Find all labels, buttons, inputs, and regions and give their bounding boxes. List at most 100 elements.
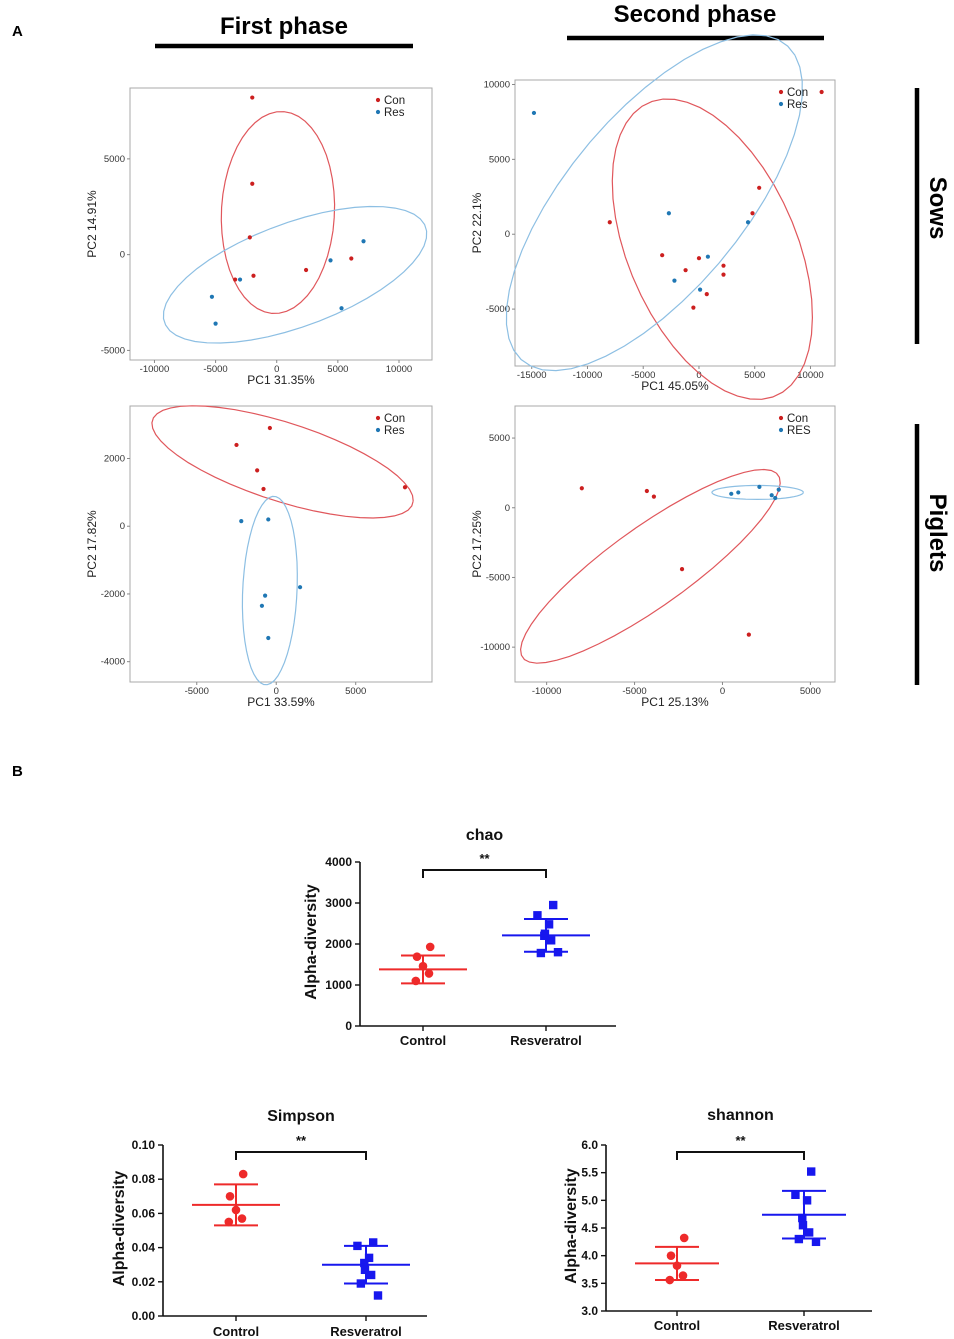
data-point-control <box>425 942 435 952</box>
x-axis-label: PC1 31.35% <box>247 373 315 387</box>
data-point-con <box>267 425 272 431</box>
x-tick-label: 5000 <box>800 686 821 697</box>
data-point-con <box>303 267 309 273</box>
y-tick-label: 6.0 <box>581 1138 598 1152</box>
significance-label: ** <box>479 851 490 866</box>
confidence-ellipse-con <box>151 405 414 519</box>
data-point-res <box>259 603 265 608</box>
confidence-ellipse-con <box>611 98 814 400</box>
data-point-con <box>251 273 256 278</box>
data-point-control <box>225 1192 235 1201</box>
legend-marker-con <box>778 415 784 421</box>
data-point-con <box>704 292 709 297</box>
data-point-con <box>233 277 238 282</box>
data-point-con <box>579 486 584 491</box>
data-point-control <box>238 1169 248 1179</box>
chao-plot: chao 0 1000 2000 3000 4000 Control Resveratrol A… <box>303 827 616 1048</box>
data-point-res <box>666 211 671 216</box>
y-axis-label: PC2 17.82% <box>85 510 99 578</box>
x-axis-label: PC1 33.59% <box>247 695 315 709</box>
column-header-first-phase: First phase <box>220 13 348 40</box>
y-tick-label: 5000 <box>489 154 510 165</box>
pca-piglets-second-plot: -10000 -5000 0 5000 -10000 -5000 0 5000 PC1 25.1… <box>470 405 836 709</box>
y-tick-label: 4000 <box>325 855 352 869</box>
data-point-res <box>237 277 243 282</box>
y-tick-label: 2000 <box>325 937 352 951</box>
data-point-res <box>239 519 244 524</box>
y-tick-label: 0.02 <box>132 1275 156 1289</box>
data-point-res <box>531 110 537 116</box>
data-point-con <box>691 305 696 310</box>
data-point-con <box>261 486 266 492</box>
data-point-res <box>263 593 268 598</box>
data-point-con <box>746 632 751 637</box>
legend-label-res: Res <box>787 99 808 111</box>
data-point-resveratrol <box>798 1221 808 1230</box>
data-point-res <box>705 254 710 259</box>
y-tick-label: 0.08 <box>132 1172 156 1186</box>
data-point-con <box>349 256 354 261</box>
y-tick-label: 4.0 <box>581 1249 598 1263</box>
x-tick-label: 0 <box>274 686 279 697</box>
pca-sows-first-plot: -10000 -5000 0 5000 10000 -5000 0 5000 PC1 31.35… <box>85 87 433 387</box>
data-point-res <box>266 635 271 641</box>
data-point-con <box>721 263 726 268</box>
data-point-resveratrol <box>791 1190 800 1199</box>
legend-label-con: Con <box>787 87 808 99</box>
legend-label-con: Con <box>384 413 405 425</box>
data-point-con <box>250 181 255 186</box>
data-point-resveratrol <box>536 948 546 958</box>
y-tick-label: 0 <box>345 1019 352 1033</box>
y-tick-label: -4000 <box>101 657 125 668</box>
y-axis-label: Alpha-diversity <box>111 1171 128 1287</box>
data-point-res <box>328 258 333 263</box>
y-tick-label: 2000 <box>104 453 125 464</box>
x-tick-label: 10000 <box>797 370 823 381</box>
data-point-con <box>683 268 688 273</box>
legend-marker-con <box>778 89 784 95</box>
x-axis-label: PC1 25.13% <box>641 695 709 709</box>
x-tick-label: -10000 <box>140 364 170 375</box>
y-axis-label: Alpha-diversity <box>563 1168 580 1284</box>
data-point-con <box>255 468 260 473</box>
x-tick-label: -5000 <box>203 364 227 375</box>
data-point-res <box>757 484 762 489</box>
panel-a-label: A <box>12 23 23 40</box>
plot-title: shannon <box>707 1107 774 1124</box>
plot-title: Simpson <box>267 1108 335 1125</box>
data-point-con <box>247 235 252 240</box>
legend-label-res: RES <box>787 425 811 437</box>
data-point-resveratrol <box>798 1213 807 1223</box>
confidence-ellipse-con <box>519 468 781 664</box>
x-tick-label: 10000 <box>386 364 412 375</box>
pca-plots: -10000 -5000 0 5000 10000 -5000 0 5000 PC1 31.35… <box>85 34 836 709</box>
y-axis-label: PC2 17.25% <box>470 510 484 578</box>
data-point-control <box>412 952 422 962</box>
y-tick-label: 0.04 <box>132 1241 156 1255</box>
data-point-res <box>339 306 344 311</box>
y-tick-label: -10000 <box>480 642 510 653</box>
data-point-control <box>678 1271 688 1280</box>
y-tick-label: -2000 <box>101 589 125 600</box>
data-point-control <box>224 1217 234 1227</box>
pca-sows-second-plot: -15000 -10000 -5000 0 5000 10000 -5000 0 5000 100… <box>470 34 836 400</box>
x-tick-label: 5000 <box>345 686 366 697</box>
y-tick-label: 0.00 <box>132 1309 156 1323</box>
data-point-control <box>666 1251 676 1260</box>
legend-label-res: Res <box>384 425 405 437</box>
x-tick-label: -5000 <box>622 686 646 697</box>
y-tick-label: 5000 <box>489 433 510 444</box>
shannon-plot: shannon 3.0 3.5 4.0 4.5 5.0 5.5 6.0 Control Resve… <box>563 1107 872 1333</box>
category-label-resveratrol: Resveratrol <box>330 1324 402 1339</box>
data-point-con <box>660 253 665 258</box>
category-label-control: Control <box>400 1033 446 1048</box>
plot-frame <box>514 405 836 683</box>
pca-piglets-first-plot: -5000 0 5000 -4000 -2000 0 2000 PC1 33.59% PC2 1… <box>85 405 433 709</box>
data-point-con <box>757 185 762 190</box>
confidence-ellipse-res <box>241 495 298 686</box>
data-point-con <box>234 442 239 448</box>
y-tick-label: 5.0 <box>581 1193 598 1207</box>
y-tick-label: 4.5 <box>581 1221 598 1235</box>
x-axis-label: PC1 45.05% <box>641 379 709 393</box>
